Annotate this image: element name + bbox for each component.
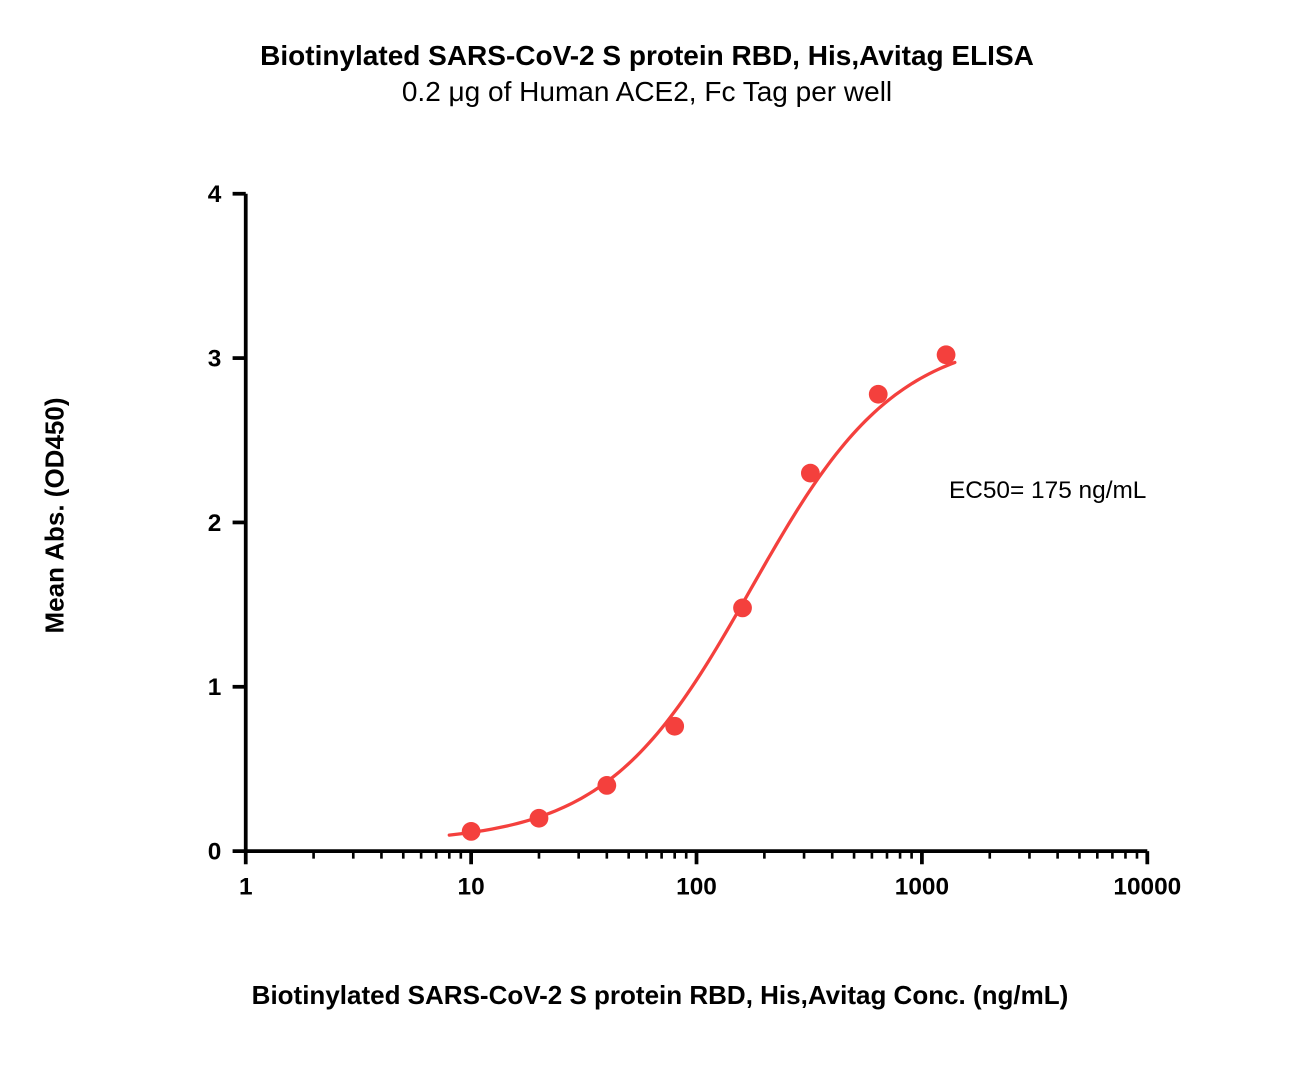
x-tick-label: 1000 [895,873,949,900]
y-tick-label: 2 [208,510,222,537]
x-tick-label: 100 [676,873,717,900]
data-point [462,822,481,841]
y-tick-label: 0 [208,839,222,866]
chart-title: Biotinylated SARS-CoV-2 S protein RBD, H… [0,40,1294,72]
x-tick-label: 10 [458,873,485,900]
data-point [937,345,956,364]
x-tick-label: 1 [239,873,253,900]
plot-area: 11010010001000001234EC50= 175 ng/mL [180,165,1140,865]
data-point [869,385,888,404]
fit-curve [449,362,955,835]
chart-container: Biotinylated SARS-CoV-2 S protein RBD, H… [0,0,1294,1083]
chart-subtitle: 0.2 μg of Human ACE2, Fc Tag per well [0,76,1294,108]
x-axis-label: Biotinylated SARS-CoV-2 S protein RBD, H… [180,980,1140,1011]
ec50-annotation: EC50= 175 ng/mL [949,477,1146,504]
data-point [665,717,684,736]
y-tick-label: 3 [208,346,222,373]
y-tick-label: 1 [208,674,222,701]
y-axis-label-container: Mean Abs. (OD450) [40,165,70,865]
data-point [733,599,752,618]
chart-svg: 11010010001000001234EC50= 175 ng/mL [180,165,1260,955]
title-block: Biotinylated SARS-CoV-2 S protein RBD, H… [0,40,1294,108]
y-tick-label: 4 [208,181,222,208]
x-tick-label: 10000 [1113,873,1181,900]
data-point [597,776,616,795]
data-point [530,809,549,828]
data-point [801,464,820,483]
y-axis-label: Mean Abs. (OD450) [40,397,71,633]
